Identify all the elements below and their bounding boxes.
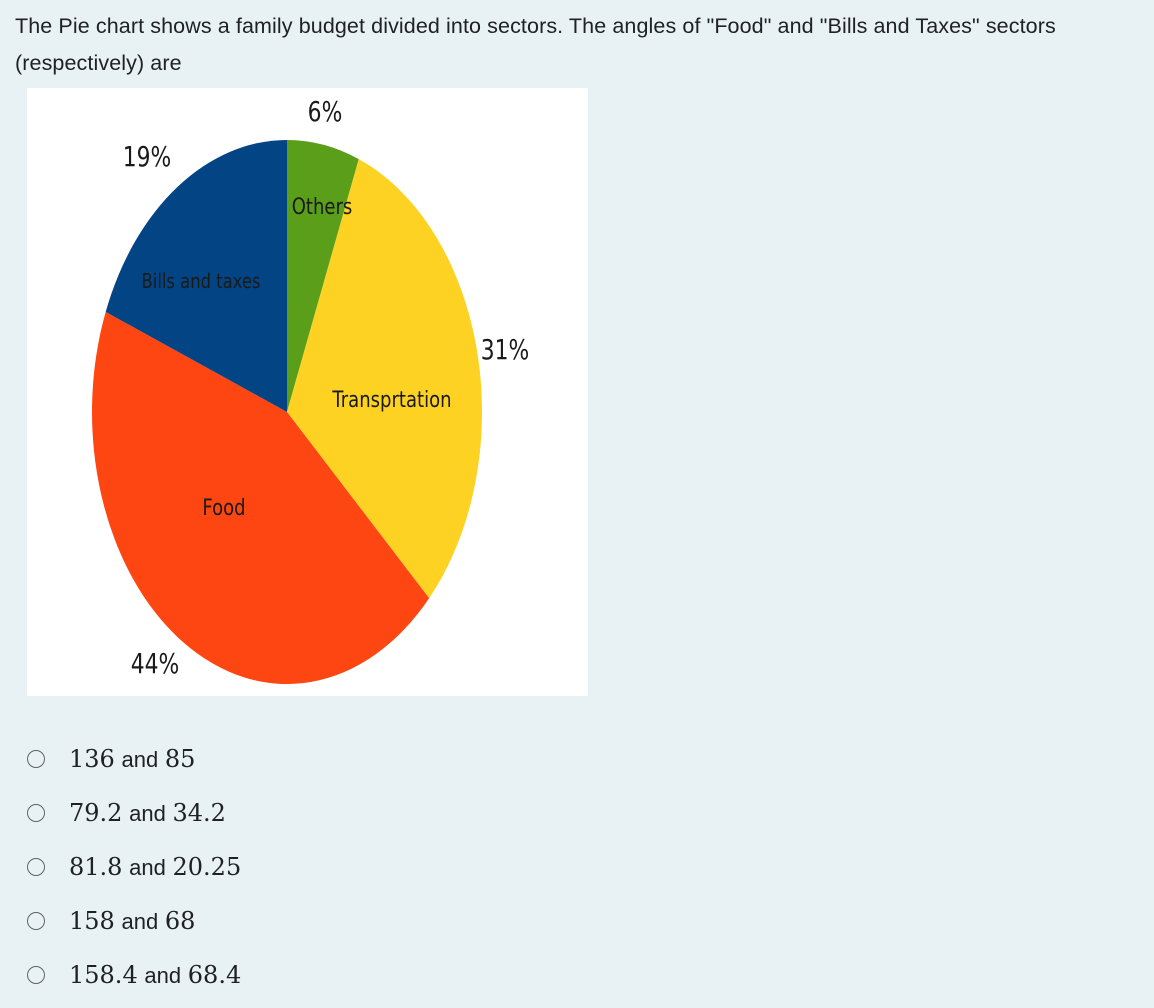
pie-slice-others <box>287 140 359 412</box>
option-3-first-value: 81.8 <box>69 852 123 881</box>
option-1[interactable]: 136 and 85 <box>27 736 427 782</box>
option-5-first-value: 158.4 <box>69 960 138 989</box>
option-3-second-value: 20.25 <box>172 852 242 881</box>
option-4[interactable]: 158 and 68 <box>27 898 427 944</box>
pie-slice-food <box>91 311 430 685</box>
option-1-first-value: 136 <box>69 744 115 773</box>
option-4-second-value: 68 <box>164 906 196 935</box>
option-5[interactable]: 158.4 and 68.4 <box>27 952 427 998</box>
slice-percent-food: 44% <box>131 647 180 679</box>
option-4-radio[interactable] <box>27 912 45 930</box>
option-1-radio[interactable] <box>27 750 45 768</box>
option-2-second-value: 34.2 <box>172 798 226 827</box>
option-3-label: 81.8 and 20.25 <box>69 853 241 882</box>
slice-percent-bills-and-taxes: 19% <box>123 140 172 172</box>
pie-slice-bills-and-taxes <box>105 140 287 412</box>
option-2-joiner: and <box>129 800 166 826</box>
option-5-second-value: 68.4 <box>187 960 242 989</box>
slice-label-others: Others <box>292 193 353 219</box>
slice-label-bills-and-taxes: Bills and taxes <box>142 271 261 294</box>
option-2-first-value: 79.2 <box>69 798 123 827</box>
slice-label-transprtation: Transprtation <box>332 386 452 412</box>
slice-label-food: Food <box>202 494 245 520</box>
question-text: The Pie chart shows a family budget divi… <box>15 14 1056 75</box>
option-4-joiner: and <box>121 908 159 934</box>
option-2-label: 79.2 and 34.2 <box>69 799 226 828</box>
option-4-label: 158 and 68 <box>69 907 195 936</box>
option-1-joiner: and <box>121 746 159 772</box>
option-5-joiner: and <box>144 962 182 988</box>
option-5-radio[interactable] <box>27 966 45 984</box>
option-3[interactable]: 81.8 and 20.25 <box>27 844 427 890</box>
slice-percent-others: 6% <box>308 95 343 127</box>
option-3-radio[interactable] <box>27 858 45 876</box>
option-1-label: 136 and 85 <box>69 745 195 774</box>
pie-chart: Others 6% Transprtation 31% Food 44% Bills and… <box>91 95 530 685</box>
option-2[interactable]: 79.2 and 34.2 <box>27 790 427 836</box>
option-3-joiner: and <box>129 854 166 880</box>
pie-slice-transprtation <box>287 159 483 599</box>
option-5-label: 158.4 and 68.4 <box>69 961 241 990</box>
option-2-radio[interactable] <box>27 804 45 822</box>
option-1-second-value: 85 <box>164 744 196 773</box>
slice-percent-transprtation: 31% <box>481 333 530 365</box>
option-4-first-value: 158 <box>69 906 115 935</box>
pie-chart-image: Others 6% Transprtation 31% Food 44% Bills and… <box>27 88 588 696</box>
